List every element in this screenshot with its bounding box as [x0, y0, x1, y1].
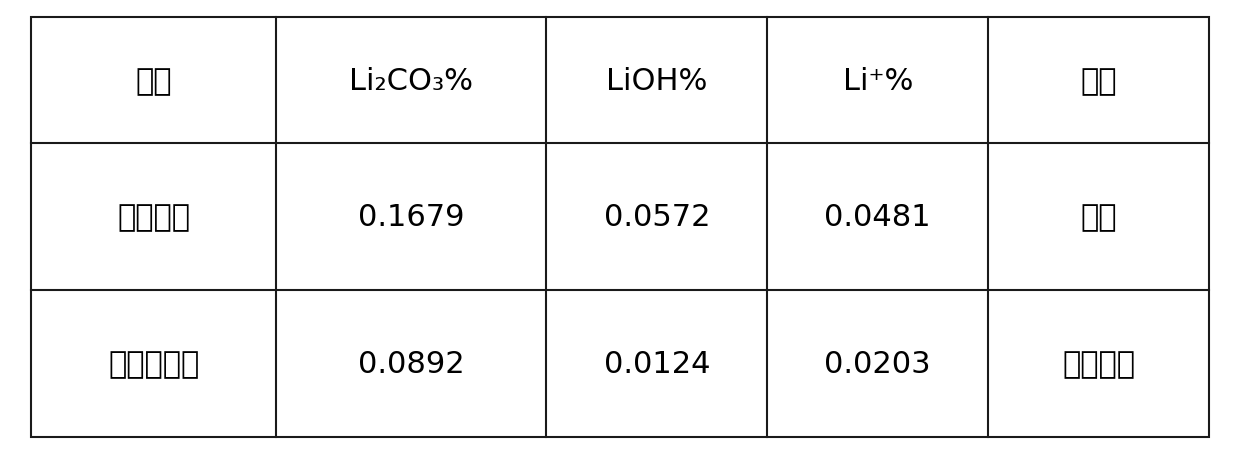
Text: 对比产物: 对比产物: [118, 202, 190, 232]
Text: 较高: 较高: [1080, 202, 1117, 232]
Text: Li₂CO₃%: Li₂CO₃%: [350, 66, 474, 96]
Text: 0.0892: 0.0892: [358, 349, 465, 378]
Text: 0.0572: 0.0572: [604, 202, 711, 232]
Text: 目标产物一: 目标产物一: [108, 349, 200, 378]
Text: 0.0203: 0.0203: [825, 349, 931, 378]
Text: 样品: 样品: [135, 66, 172, 96]
Text: 0.0481: 0.0481: [825, 202, 931, 232]
Text: 明显降低: 明显降低: [1063, 349, 1135, 378]
Text: Li⁺%: Li⁺%: [842, 66, 913, 96]
Text: 0.1679: 0.1679: [358, 202, 465, 232]
Text: 备注: 备注: [1080, 66, 1117, 96]
Text: LiOH%: LiOH%: [606, 66, 708, 96]
Text: 0.0124: 0.0124: [604, 349, 711, 378]
